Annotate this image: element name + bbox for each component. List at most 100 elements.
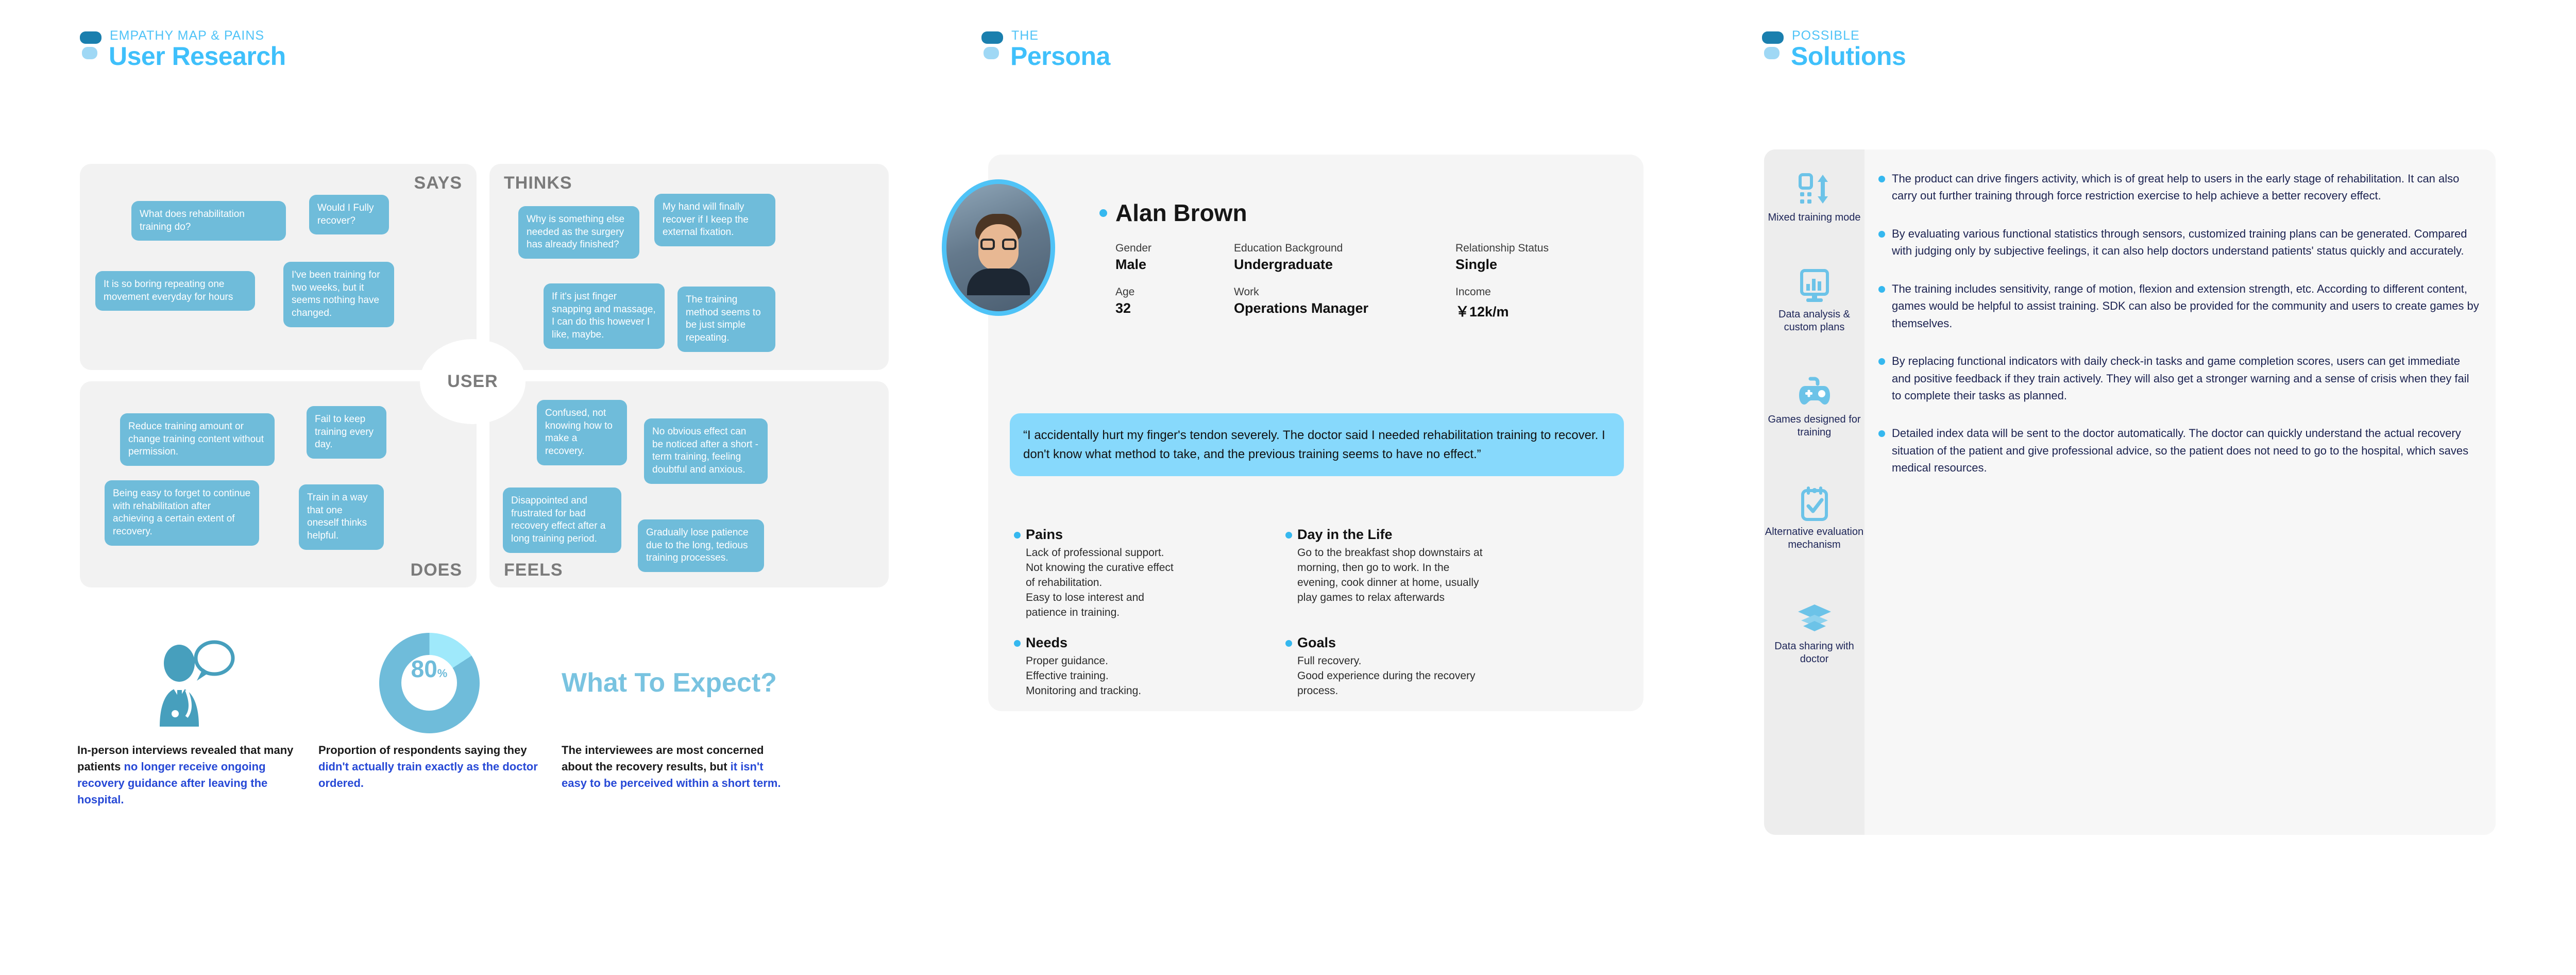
bullet-dot bbox=[1014, 640, 1021, 647]
empathy-map: SAYS What does rehabilitation training d… bbox=[80, 164, 889, 597]
donut-chart: 80% bbox=[379, 632, 480, 733]
solutions-points: The product can drive fingers activity, … bbox=[1878, 170, 2481, 497]
quadrant-label: THINKS bbox=[504, 173, 572, 193]
persona-field-income: Income ￥12k/m bbox=[1455, 286, 1509, 320]
quadrant-label: FEELS bbox=[504, 560, 563, 580]
empathy-quadrant-says: SAYS What does rehabilitation training d… bbox=[80, 164, 477, 370]
stat-card-interviews: In-person interviews revealed that many … bbox=[77, 624, 299, 808]
stat-text: Proportion of respondents saying they di… bbox=[318, 744, 538, 789]
avatar-face bbox=[967, 214, 1030, 296]
solution-rail-item-data-sharing: Data sharing with doctor bbox=[1764, 599, 1865, 666]
solutions-panel: Mixed training mode Data analysis & cust… bbox=[1764, 149, 2496, 835]
empathy-map-center-label: USER bbox=[447, 372, 498, 391]
persona-field-education: Education Background Undergraduate bbox=[1234, 242, 1343, 272]
persona-attributes: Gender Male Education Background Undergr… bbox=[1115, 242, 1579, 334]
persona-block-needs: Needs Proper guidance. Effective trainin… bbox=[1014, 635, 1184, 699]
donut-unit: % bbox=[437, 667, 448, 680]
rail-label: Games designed for training bbox=[1768, 414, 1861, 438]
block-heading: Goals bbox=[1285, 635, 1486, 651]
data-sharing-icon bbox=[1764, 599, 1865, 637]
doctor-speech-icon bbox=[77, 624, 299, 742]
block-body: Full recovery. Good experience during th… bbox=[1297, 655, 1476, 697]
donut-chart-icon: 80% bbox=[318, 624, 540, 742]
header-marks bbox=[1762, 31, 1786, 59]
persona-field-relationship: Relationship Status Single bbox=[1455, 242, 1549, 272]
block-heading: Day in the Life bbox=[1285, 527, 1486, 543]
solution-point: The product can drive fingers activity, … bbox=[1878, 170, 2481, 205]
persona-block-goals: Goals Full recovery. Good experience dur… bbox=[1285, 635, 1486, 699]
section-title: Solutions bbox=[1791, 42, 1906, 71]
solution-rail-item-games: Games designed for training bbox=[1764, 372, 1865, 439]
sticky-note: It is so boring repeating one movement e… bbox=[95, 271, 255, 311]
bullet-dot bbox=[1285, 532, 1292, 539]
persona-name-bullet bbox=[1099, 209, 1107, 217]
research-stats: In-person interviews revealed that many … bbox=[77, 624, 902, 861]
sticky-note: What does rehabilitation training do? bbox=[131, 201, 286, 241]
header-marks bbox=[981, 31, 1005, 59]
sticky-note: Why is something else needed as the surg… bbox=[518, 206, 639, 259]
sticky-note: Confused, not knowing how to make a reco… bbox=[537, 400, 627, 465]
sticky-note: Being easy to forget to continue with re… bbox=[105, 480, 259, 546]
quadrant-label: SAYS bbox=[414, 173, 462, 193]
mixed-training-icon bbox=[1764, 170, 1865, 208]
stat-card-expectation: What To Expect? The interviewees are mos… bbox=[562, 624, 783, 792]
sticky-note: No obvious effect can be noticed after a… bbox=[644, 418, 768, 484]
what-to-expect-heading: What To Expect? bbox=[562, 624, 783, 742]
sticky-note: Disappointed and frustrated for bad reco… bbox=[503, 488, 621, 553]
solution-rail-item-data-analysis: Data analysis & custom plans bbox=[1764, 267, 1865, 334]
solution-point: The training includes sensitivity, range… bbox=[1878, 280, 2481, 332]
block-body: Proper guidance. Effective training. Mon… bbox=[1026, 655, 1142, 697]
block-body: Go to the breakfast shop downstairs at m… bbox=[1297, 547, 1483, 603]
solution-point: Detailed index data will be sent to the … bbox=[1878, 425, 2481, 476]
donut-value: 80 bbox=[411, 655, 437, 682]
sticky-note: Fail to keep training every day. bbox=[307, 406, 386, 459]
section-kicker: EMPATHY MAP & PAINS bbox=[110, 28, 265, 43]
solution-rail-item-alternative-evaluation: Alternative evaluation mechanism bbox=[1764, 484, 1865, 551]
bullet-dot bbox=[1014, 532, 1021, 539]
sticky-note: The training method seems to be just sim… bbox=[677, 287, 775, 352]
persona-field-work: Work Operations Manager bbox=[1234, 286, 1369, 316]
stat-text: In-person interviews revealed that many … bbox=[77, 744, 294, 806]
section-title: Persona bbox=[1010, 42, 1110, 71]
empathy-quadrant-feels: FEELS Confused, not knowing how to make … bbox=[489, 381, 889, 587]
stat-card-proportion: 80% Proportion of respondents saying the… bbox=[318, 624, 540, 792]
solution-point: By replacing functional indicators with … bbox=[1878, 352, 2481, 404]
donut-center: 80% bbox=[401, 655, 457, 711]
persona-block-pains: Pains Lack of professional support. Not … bbox=[1014, 527, 1184, 620]
gamepad-icon bbox=[1764, 372, 1865, 410]
empathy-quadrant-does: DOES Reduce training amount or change tr… bbox=[80, 381, 477, 587]
clipboard-check-icon bbox=[1764, 484, 1865, 523]
section-kicker: THE bbox=[1011, 28, 1039, 43]
persona-quote: “I accidentally hurt my finger's tendon … bbox=[1010, 413, 1624, 477]
sticky-note: I've been training for two weeks, but it… bbox=[283, 262, 394, 327]
header-marks bbox=[80, 31, 104, 59]
solution-point: By evaluating various functional statist… bbox=[1878, 225, 2481, 260]
block-heading: Pains bbox=[1014, 527, 1184, 543]
sticky-note: Gradually lose patience due to the long,… bbox=[638, 519, 764, 573]
stat-heading: What To Expect? bbox=[562, 667, 777, 698]
rail-label: Data analysis & custom plans bbox=[1778, 309, 1850, 333]
rail-label: Alternative evaluation mechanism bbox=[1765, 526, 1864, 550]
data-analysis-icon bbox=[1764, 267, 1865, 305]
persona-name: Alan Brown bbox=[1115, 199, 1247, 226]
rail-label: Data sharing with doctor bbox=[1774, 641, 1854, 665]
sticky-note: Reduce training amount or change trainin… bbox=[120, 413, 275, 466]
bullet-dot bbox=[1285, 640, 1292, 647]
empathy-quadrant-thinks: THINKS Why is something else needed as t… bbox=[489, 164, 889, 370]
sticky-note: Train in a way that one oneself thinks h… bbox=[299, 484, 384, 550]
sticky-note: Would I Fully recover? bbox=[309, 195, 389, 235]
rail-label: Mixed training mode bbox=[1768, 212, 1861, 223]
avatar bbox=[942, 179, 1055, 316]
sticky-note: If it's just finger snapping and massage… bbox=[544, 283, 665, 349]
stat-text: The interviewees are most concerned abou… bbox=[562, 744, 781, 789]
section-title: User Research bbox=[109, 42, 286, 71]
sticky-note: My hand will finally recover if I keep t… bbox=[654, 194, 775, 247]
empathy-map-center: USER bbox=[420, 339, 526, 424]
persona-field-gender: Gender Male bbox=[1115, 242, 1152, 272]
quadrant-label: DOES bbox=[410, 560, 462, 580]
block-body: Lack of professional support. Not knowin… bbox=[1026, 547, 1174, 618]
persona-block-day-in-the-life: Day in the Life Go to the breakfast shop… bbox=[1285, 527, 1486, 606]
solution-rail-item-mixed-training: Mixed training mode bbox=[1764, 170, 1865, 224]
section-kicker: POSSIBLE bbox=[1792, 28, 1860, 43]
